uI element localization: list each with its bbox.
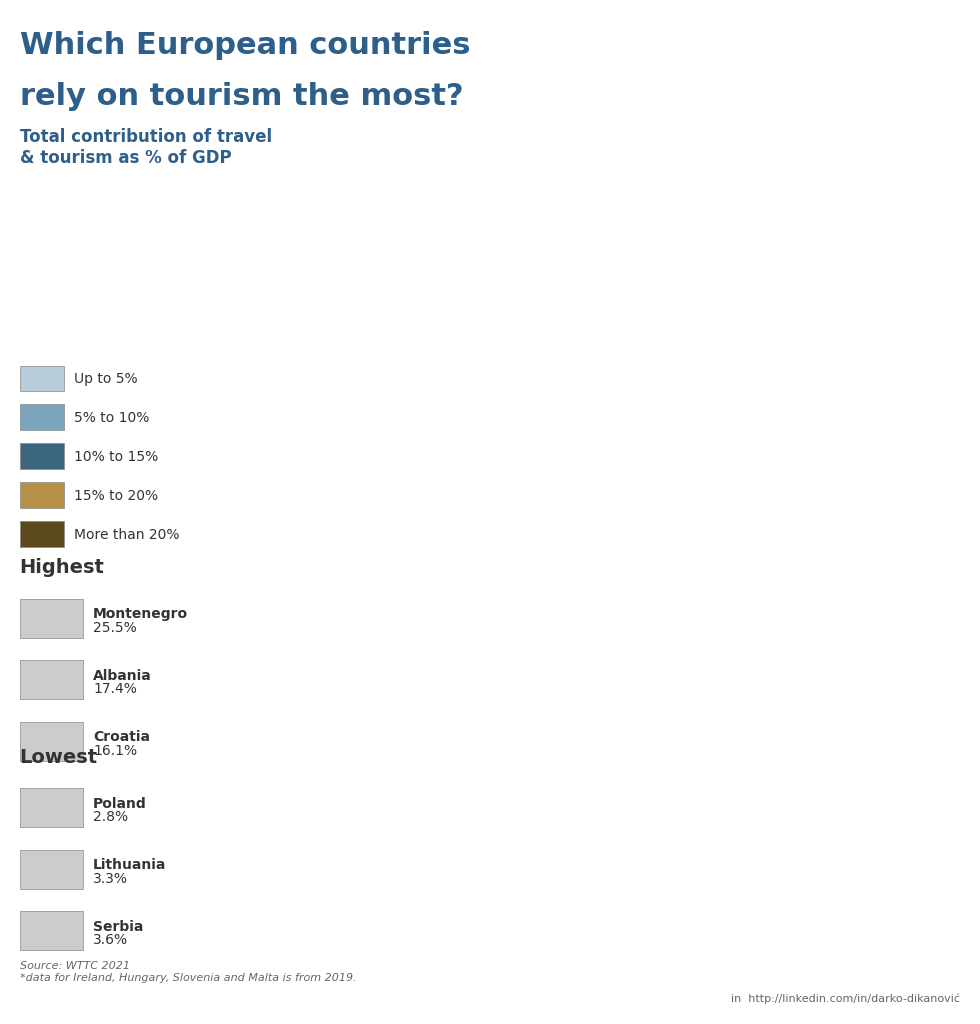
Text: rely on tourism the most?: rely on tourism the most? bbox=[20, 82, 464, 111]
Text: More than 20%: More than 20% bbox=[74, 527, 179, 542]
Text: Lithuania: Lithuania bbox=[93, 858, 167, 872]
Text: Total contribution of travel
& tourism as % of GDP: Total contribution of travel & tourism a… bbox=[20, 128, 271, 167]
Text: 3.6%: 3.6% bbox=[93, 933, 128, 947]
Text: Albania: Albania bbox=[93, 669, 152, 683]
Text: 10% to 15%: 10% to 15% bbox=[74, 450, 158, 464]
Text: in  http://linkedin.com/in/darko-dikanović: in http://linkedin.com/in/darko-dikanovi… bbox=[731, 993, 960, 1004]
Text: Up to 5%: Up to 5% bbox=[74, 372, 137, 386]
Text: 17.4%: 17.4% bbox=[93, 682, 137, 696]
Text: Poland: Poland bbox=[93, 797, 147, 811]
Text: Croatia: Croatia bbox=[93, 730, 150, 744]
Text: 5% to 10%: 5% to 10% bbox=[74, 411, 149, 425]
Text: Lowest: Lowest bbox=[20, 748, 98, 767]
Text: 2.8%: 2.8% bbox=[93, 810, 128, 824]
Text: 15% to 20%: 15% to 20% bbox=[74, 488, 158, 503]
Text: 3.3%: 3.3% bbox=[93, 871, 128, 886]
Text: Highest: Highest bbox=[20, 558, 105, 578]
Text: Montenegro: Montenegro bbox=[93, 607, 188, 622]
Text: 25.5%: 25.5% bbox=[93, 621, 137, 635]
Text: 16.1%: 16.1% bbox=[93, 743, 137, 758]
Text: Source: WTTC 2021
*data for Ireland, Hungary, Slovenia and Malta is from 2019.: Source: WTTC 2021 *data for Ireland, Hun… bbox=[20, 962, 356, 983]
Text: Serbia: Serbia bbox=[93, 920, 143, 934]
Text: Which European countries: Which European countries bbox=[20, 31, 470, 59]
